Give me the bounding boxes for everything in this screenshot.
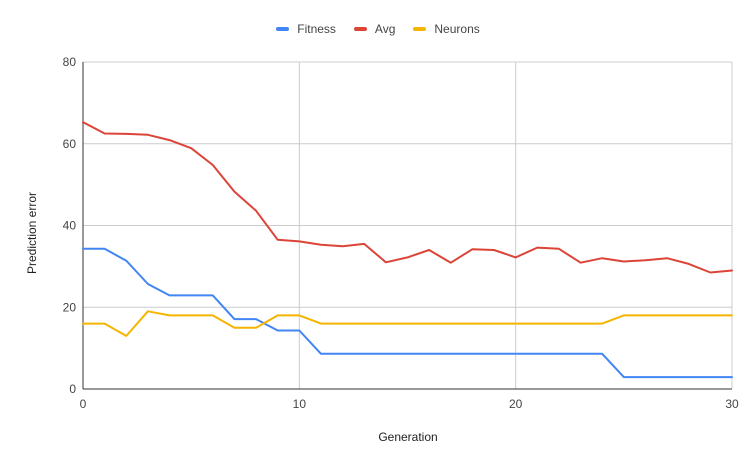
legend-label-neurons: Neurons	[434, 22, 480, 36]
legend-label-avg: Avg	[374, 22, 396, 36]
legend-item-neurons[interactable]: Neurons	[413, 22, 480, 36]
legend: Fitness Avg Neurons	[0, 22, 756, 36]
series-line-avg[interactable]	[82, 121, 733, 274]
legend-swatch-neurons	[413, 27, 427, 31]
y-tick-label-0: 0	[69, 382, 76, 396]
y-tick-label-60: 60	[63, 137, 77, 151]
y-axis-title: Prediction error	[25, 192, 39, 274]
legend-swatch-avg	[353, 27, 367, 31]
y-tick-label-40: 40	[63, 219, 77, 233]
legend-item-avg[interactable]: Avg	[353, 22, 396, 36]
tick-label-layer: 0 20 40 60 80 0 10 20 30	[63, 55, 739, 411]
x-tick-label-10: 10	[293, 397, 307, 411]
legend-item-fitness[interactable]: Fitness	[276, 22, 336, 36]
axis-layer	[82, 62, 732, 390]
series-line-fitness[interactable]	[82, 247, 733, 379]
legend-swatch-fitness	[276, 27, 290, 31]
x-axis-title: Generation	[378, 430, 437, 444]
y-tick-label-20: 20	[63, 300, 77, 314]
series-line-neurons[interactable]	[82, 310, 733, 337]
grid-layer	[83, 61, 733, 389]
legend-label-fitness: Fitness	[297, 22, 336, 36]
y-tick-label-80: 80	[63, 55, 77, 69]
x-tick-label-0: 0	[80, 397, 87, 411]
series-layer	[82, 121, 733, 379]
x-tick-label-30: 30	[725, 397, 739, 411]
x-tick-label-20: 20	[509, 397, 523, 411]
